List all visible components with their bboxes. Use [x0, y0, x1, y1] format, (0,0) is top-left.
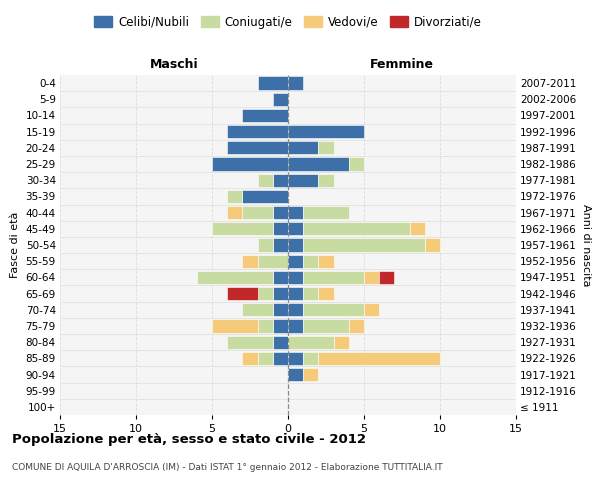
Bar: [288, 270, 303, 284]
Bar: [364, 270, 379, 284]
Bar: [288, 238, 303, 252]
Bar: [303, 206, 349, 220]
Bar: [303, 222, 410, 235]
Bar: [349, 158, 364, 170]
Bar: [227, 336, 273, 349]
Bar: [212, 222, 273, 235]
Bar: [319, 287, 334, 300]
Bar: [288, 222, 303, 235]
Bar: [303, 303, 364, 316]
Bar: [212, 320, 257, 332]
Bar: [273, 303, 288, 316]
Bar: [288, 336, 334, 349]
Bar: [227, 190, 242, 203]
Bar: [257, 254, 288, 268]
Bar: [212, 158, 288, 170]
Bar: [349, 320, 364, 332]
Bar: [288, 352, 303, 365]
Bar: [303, 270, 364, 284]
Bar: [242, 109, 288, 122]
Bar: [273, 287, 288, 300]
Bar: [288, 158, 349, 170]
Bar: [257, 238, 273, 252]
Bar: [273, 174, 288, 187]
Bar: [197, 270, 273, 284]
Text: Popolazione per età, sesso e stato civile - 2012: Popolazione per età, sesso e stato civil…: [12, 432, 366, 446]
Bar: [257, 287, 273, 300]
Bar: [303, 352, 319, 365]
Bar: [227, 125, 288, 138]
Bar: [288, 320, 303, 332]
Bar: [288, 303, 303, 316]
Bar: [303, 287, 319, 300]
Bar: [319, 254, 334, 268]
Bar: [303, 238, 425, 252]
Bar: [273, 92, 288, 106]
Bar: [319, 141, 334, 154]
Text: COMUNE DI AQUILA D'ARROSCIA (IM) - Dati ISTAT 1° gennaio 2012 - Elaborazione TUT: COMUNE DI AQUILA D'ARROSCIA (IM) - Dati …: [12, 462, 443, 471]
Bar: [257, 76, 288, 90]
Bar: [227, 206, 242, 220]
Bar: [273, 222, 288, 235]
Bar: [273, 352, 288, 365]
Bar: [288, 125, 364, 138]
Bar: [242, 206, 273, 220]
Bar: [425, 238, 440, 252]
Bar: [288, 254, 303, 268]
Bar: [288, 287, 303, 300]
Y-axis label: Fasce di età: Fasce di età: [10, 212, 20, 278]
Bar: [257, 174, 273, 187]
Y-axis label: Anni di nascita: Anni di nascita: [581, 204, 591, 286]
Bar: [288, 141, 319, 154]
Bar: [303, 320, 349, 332]
Bar: [319, 174, 334, 187]
Bar: [379, 270, 394, 284]
Bar: [364, 303, 379, 316]
Bar: [227, 287, 257, 300]
Bar: [303, 254, 319, 268]
Bar: [273, 270, 288, 284]
Bar: [319, 352, 440, 365]
Bar: [288, 76, 303, 90]
Text: Maschi: Maschi: [149, 58, 199, 71]
Bar: [242, 190, 288, 203]
Bar: [227, 141, 288, 154]
Bar: [303, 368, 319, 381]
Bar: [410, 222, 425, 235]
Bar: [242, 352, 257, 365]
Bar: [273, 336, 288, 349]
Bar: [273, 238, 288, 252]
Bar: [334, 336, 349, 349]
Bar: [242, 254, 257, 268]
Bar: [288, 368, 303, 381]
Bar: [288, 174, 319, 187]
Bar: [257, 352, 273, 365]
Bar: [257, 320, 273, 332]
Legend: Celibi/Nubili, Coniugati/e, Vedovi/e, Divorziati/e: Celibi/Nubili, Coniugati/e, Vedovi/e, Di…: [89, 11, 487, 34]
Bar: [288, 206, 303, 220]
Bar: [273, 320, 288, 332]
Bar: [273, 206, 288, 220]
Text: Femmine: Femmine: [370, 58, 434, 71]
Bar: [242, 303, 273, 316]
